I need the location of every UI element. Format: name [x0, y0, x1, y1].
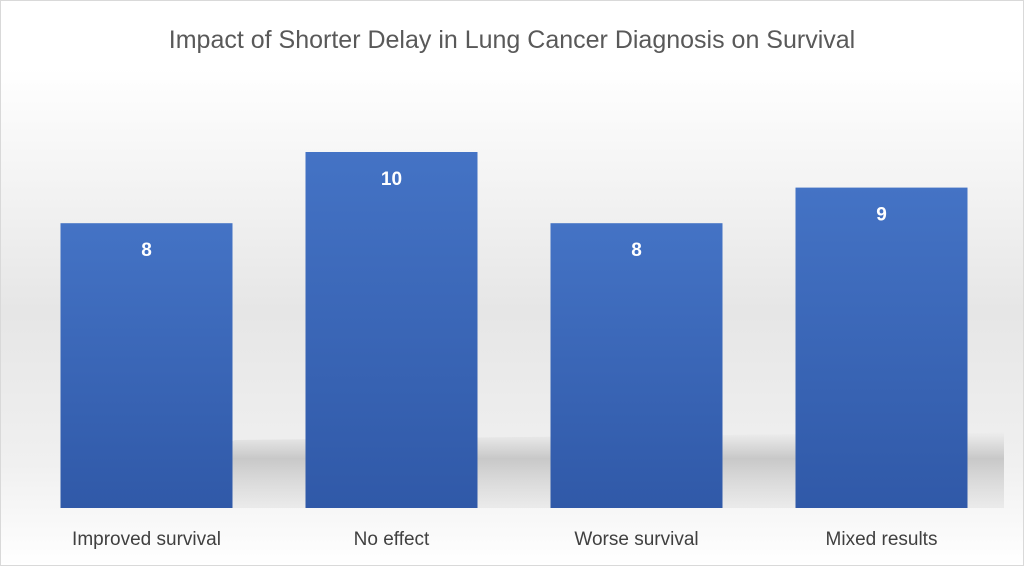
category-label: Mixed results [826, 529, 938, 550]
category-label: Worse survival [574, 529, 698, 550]
data-labels-group: 8 10 8 9 [141, 169, 887, 261]
data-label: 8 [141, 240, 152, 261]
data-label: 8 [631, 240, 642, 261]
chart-title: Impact of Shorter Delay in Lung Cancer D… [169, 26, 855, 54]
bar-improved-survival[interactable] [60, 223, 233, 508]
bar-no-effect[interactable] [305, 152, 478, 508]
category-label: Improved survival [72, 529, 221, 550]
data-label: 9 [876, 205, 887, 226]
bars-group [60, 152, 968, 508]
category-labels-group: Improved survival No effect Worse survival… [72, 529, 937, 550]
floor-shadow [60, 432, 1004, 508]
bar-worse-survival[interactable] [550, 223, 723, 508]
bar-mixed-results[interactable] [795, 187, 968, 508]
data-label: 10 [381, 169, 402, 190]
category-label: No effect [354, 529, 430, 550]
